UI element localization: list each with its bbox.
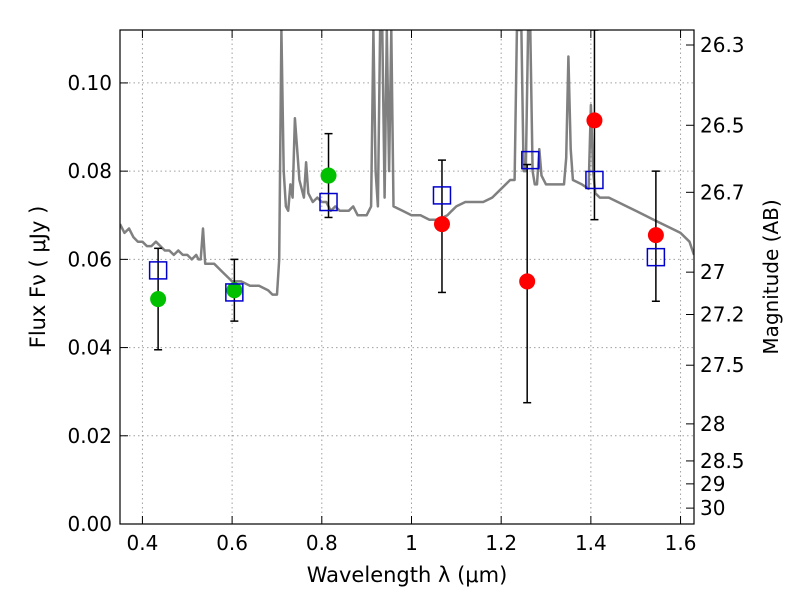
model-square-6	[646, 247, 666, 267]
detection-point-2	[320, 167, 337, 184]
x-tick-label: 1.2	[485, 531, 517, 555]
magnitude-tick-label: 26.3	[700, 33, 745, 57]
x-axis-label: Wavelength λ (μm)	[307, 563, 508, 587]
detection-layer	[150, 112, 664, 308]
magnitude-axis-label: Magnitude (AB)	[759, 199, 783, 354]
y-tick-label: 0.02	[67, 424, 112, 448]
y-tick-label: 0.04	[67, 336, 112, 360]
model-square-4	[521, 150, 540, 170]
y-axis-ticks: 0.00 0.02 0.04 0.06 0.08 0.10	[67, 71, 128, 536]
model-square-3	[432, 186, 452, 205]
model-square-1	[225, 283, 244, 302]
model-square-0	[148, 261, 168, 280]
magnitude-tick-label: 26.7	[700, 180, 745, 204]
y-tick-label: 0.06	[67, 247, 112, 271]
magnitude-tick-label: 27	[700, 260, 725, 284]
x-tick-label: 0.6	[216, 531, 248, 555]
y-tick-label: 0.10	[67, 71, 112, 95]
magnitude-tick-label: 27.2	[700, 302, 745, 326]
x-tick-label: 0.4	[127, 531, 159, 555]
x-tick-label: 1.4	[575, 531, 607, 555]
detection-point-3	[433, 216, 450, 233]
detection-point-1	[226, 282, 243, 299]
detection-point-5	[586, 112, 603, 129]
magnitude-tick-label: 28	[700, 412, 725, 436]
magnitude-tick-label: 27.5	[700, 353, 745, 377]
detection-point-6	[647, 227, 664, 244]
x-tick-label: 1	[405, 531, 418, 555]
detection-point-0	[150, 291, 167, 308]
magnitude-tick-label: 30	[700, 496, 725, 520]
magnitude-tick-label: 26.5	[700, 113, 745, 137]
x-tick-label: 0.8	[306, 531, 338, 555]
x-axis-ticks: 0.4 0.6 0.8 1 1.2 1.4 1.6	[127, 30, 697, 555]
model-square-5	[585, 170, 604, 190]
detection-point-4	[519, 273, 536, 290]
spectrum-line	[120, 30, 694, 296]
spectrum-layer	[120, 30, 694, 296]
model-layer	[148, 150, 666, 302]
y-tick-label: 0.00	[67, 512, 112, 536]
plot-background	[120, 30, 694, 524]
x-tick-label: 1.6	[665, 531, 697, 555]
magnitude-tick-label: 28.5	[700, 449, 745, 473]
y-tick-label: 0.08	[67, 159, 112, 183]
magnitude-tick-label: 29	[700, 472, 725, 496]
plot-frame	[119, 29, 695, 525]
y-axis-label: Flux Fν ( μJy )	[26, 206, 50, 349]
model-square-2	[319, 192, 338, 212]
